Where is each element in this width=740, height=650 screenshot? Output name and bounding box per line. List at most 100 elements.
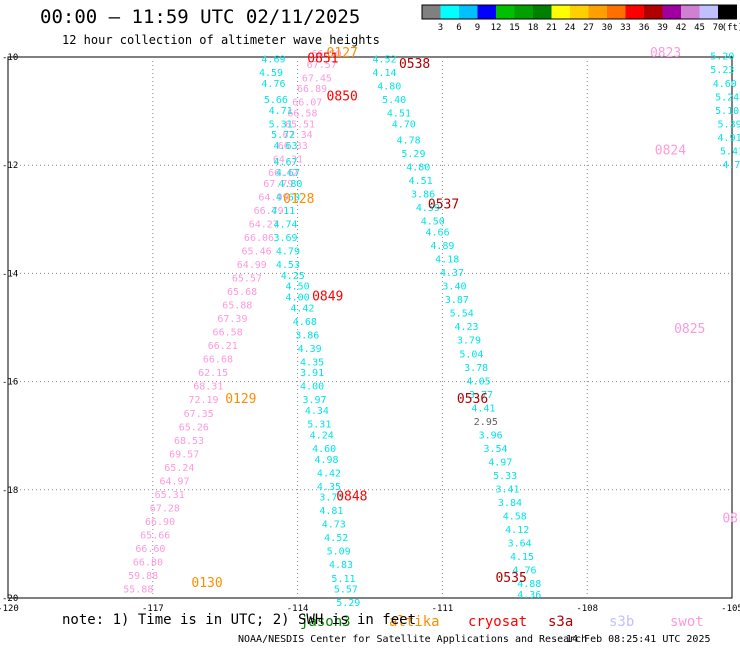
colorbar-label: 30 [602,23,613,33]
data-point-label: 3.91 [300,368,324,379]
data-point-label: 4.25 [281,271,305,282]
colorbar-label: 12 [491,23,502,33]
data-point-label: 67.34 [283,130,313,141]
data-point-label: 4.98 [315,455,339,466]
data-point-label: 5.54 [450,309,474,320]
data-point-label: 65.24 [164,463,194,474]
colorbar-label: 39 [657,23,668,33]
colorbar-label: 18 [528,23,539,33]
data-point-label: 65.31 [155,490,185,501]
colorbar-swatch [625,5,644,19]
data-point-label: 5.20 [710,52,734,63]
data-point-label: 4.67 [276,168,300,179]
data-point-label: 2.95 [474,417,498,428]
data-point-label: 5.24 [715,92,739,103]
colorbar-swatch [588,5,607,19]
data-point-label: 66.79 [254,206,284,217]
data-point-label: 4.00 [300,382,324,393]
data-point-label: 4.60 [713,79,737,90]
data-point-label: 4.70 [392,119,416,130]
data-point-label: 67.39 [217,314,247,325]
data-point-label: 3.64 [508,539,532,550]
data-point-label: 65.46 [242,246,272,257]
data-point-label: 4.51 [387,109,411,120]
colorbar-label: 15 [509,23,520,33]
y-tick-label: -18 [2,486,18,496]
colorbar-label: 45 [694,23,705,33]
data-point-label: 66.68 [203,355,233,366]
data-point-label: 65.66 [140,530,170,541]
colorbar-swatch [496,5,515,19]
data-point-label: 5.66 [264,95,288,106]
colorbar-swatch [644,5,663,19]
legend-s3b: s3b [609,614,634,630]
colorbar-frame [421,4,737,20]
data-point-label: 66.06 [244,233,274,244]
colorbar-label: 70 [713,23,724,33]
colorbar-label: 42 [676,23,687,33]
footer-date: 14 Feb 08:25:41 UTC 2025 [566,634,711,645]
data-point-label: 3.86 [411,190,435,201]
data-point-label: 4.91 [718,133,740,144]
data-point-label: 4.14 [372,68,396,79]
x-tick-label: -105 [721,604,740,614]
data-point-label: 3.86 [295,330,319,341]
colorbar-swatch [570,5,589,19]
x-tick-label: -117 [142,604,164,614]
data-point-label: 65.57 [232,274,262,285]
data-point-label: 4.15 [510,552,534,563]
data-point-label: 4.80 [377,81,401,92]
data-point-label: 67.35 [184,409,214,420]
data-point-label: 4.18 [435,255,459,266]
legend-altika: altika [389,614,440,630]
data-point-label: 66.07 [292,98,322,109]
colorbar-swatch [440,5,459,19]
plot-frame [7,56,733,599]
time-label: 0823 [650,46,681,61]
data-point-label: 3.87 [445,295,469,306]
time-label: 0538 [399,57,430,72]
time-label: 0536 [457,392,488,407]
legend: jason3 altika cryosat s3a s3b swot [300,614,704,630]
time-label: 08 [722,511,738,526]
data-point-label: 67.28 [150,503,180,514]
data-point-label: 66.80 [133,558,163,569]
legend-s3a: s3a [548,614,573,630]
data-point-label: 4.53 [276,260,300,271]
time-label: 0825 [674,322,705,337]
data-point-label: 3.79 [457,336,481,347]
data-point-label: 67.57 [307,60,337,71]
data-point-label: 5.09 [327,547,351,558]
data-point-label: 4.71 [722,160,740,171]
legend-cryosat: cryosat [468,614,527,630]
data-point-label: 4.37 [440,268,464,279]
data-point-label: 68.53 [174,436,204,447]
data-point-label: 65.51 [285,119,315,130]
data-point-label: 4.73 [322,520,346,531]
colorbar-label: 21 [546,23,557,33]
data-point-label: 5.04 [459,349,483,360]
colorbar-swatch [551,5,570,19]
data-point-label: 64.99 [258,192,288,203]
page-title: 00:00 – 11:59 UTC 02/11/2025 [40,6,361,28]
data-point-label: 5.11 [331,574,355,585]
y-tick-label: -14 [2,269,18,279]
data-point-label: 69.57 [169,449,199,460]
data-point-label: 67.79 [263,179,293,190]
data-point-label: 4.58 [503,512,527,523]
data-point-label: 66.50 [312,49,342,60]
colorbar-swatch [533,5,552,19]
data-point-label: 65.68 [227,287,257,298]
y-tick-label: -12 [2,161,18,171]
colorbar-swatch [662,5,681,19]
data-point-label: 55.88 [123,585,153,596]
time-label: 0848 [336,490,367,505]
data-point-label: 4.60 [312,444,336,455]
data-point-label: 5.10 [715,106,739,117]
colorbar-swatch [514,5,533,19]
data-point-label: 68.31 [193,382,223,393]
time-label: 0535 [495,571,526,586]
colorbar-swatch [699,5,718,19]
x-tick-label: -111 [432,604,454,614]
data-point-label: 59.88 [128,571,158,582]
